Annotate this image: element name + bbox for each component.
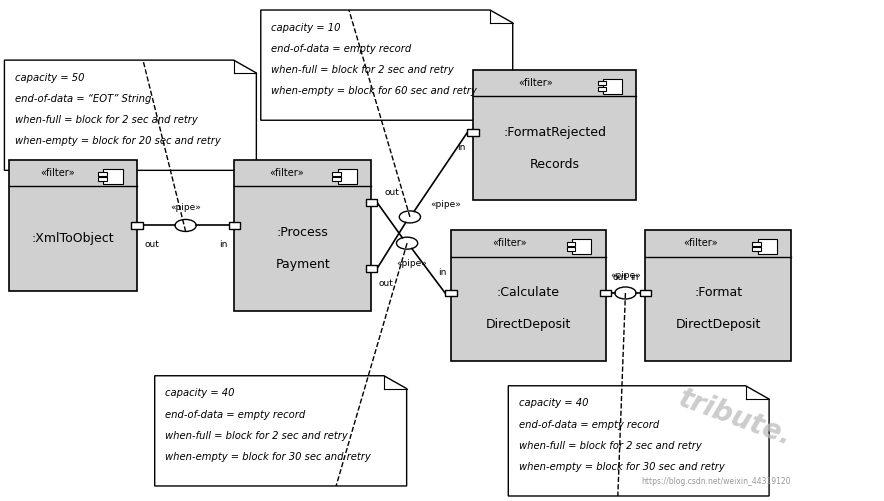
Text: in: in xyxy=(630,274,638,283)
Text: when-empty = block for 30 sec and retry: when-empty = block for 30 sec and retry xyxy=(165,452,371,462)
FancyBboxPatch shape xyxy=(9,160,137,291)
Text: :FormatRejected: :FormatRejected xyxy=(503,126,606,138)
FancyBboxPatch shape xyxy=(640,290,651,296)
FancyBboxPatch shape xyxy=(645,230,791,361)
FancyBboxPatch shape xyxy=(366,266,377,272)
FancyBboxPatch shape xyxy=(603,79,622,94)
FancyBboxPatch shape xyxy=(567,241,575,245)
FancyBboxPatch shape xyxy=(567,247,575,252)
Text: out: out xyxy=(144,240,159,249)
FancyBboxPatch shape xyxy=(752,247,761,252)
Text: when-full = block for 2 sec and retry: when-full = block for 2 sec and retry xyxy=(165,431,348,441)
Polygon shape xyxy=(4,60,256,170)
FancyBboxPatch shape xyxy=(131,222,143,228)
FancyBboxPatch shape xyxy=(103,169,123,184)
Text: when-full = block for 2 sec and retry: when-full = block for 2 sec and retry xyxy=(519,441,702,451)
Text: «pipe»: «pipe» xyxy=(610,271,641,280)
Text: «filter»: «filter» xyxy=(492,238,527,248)
FancyBboxPatch shape xyxy=(752,241,761,245)
Text: capacity = 50: capacity = 50 xyxy=(15,73,85,83)
Text: out: out xyxy=(613,274,628,283)
Text: :Format: :Format xyxy=(694,286,743,299)
FancyBboxPatch shape xyxy=(758,239,777,254)
Text: «pipe»: «pipe» xyxy=(396,259,427,268)
Text: «filter»: «filter» xyxy=(683,238,718,248)
FancyBboxPatch shape xyxy=(473,70,636,200)
Text: :XmlToObject: :XmlToObject xyxy=(32,232,114,245)
Text: DirectDeposit: DirectDeposit xyxy=(675,319,761,331)
Text: end-of-data = “EOT” String: end-of-data = “EOT” String xyxy=(15,94,151,104)
Text: end-of-data = empty record: end-of-data = empty record xyxy=(271,44,412,54)
Text: in: in xyxy=(458,143,466,152)
Text: in: in xyxy=(438,269,446,278)
Text: out: out xyxy=(385,188,400,197)
Text: «filter»: «filter» xyxy=(518,78,552,88)
FancyBboxPatch shape xyxy=(228,222,240,228)
FancyBboxPatch shape xyxy=(98,172,107,176)
Text: :Process: :Process xyxy=(277,226,329,238)
Text: capacity = 10: capacity = 10 xyxy=(271,23,341,33)
FancyBboxPatch shape xyxy=(446,290,457,296)
Text: https://blog.csdn.net/weixin_44319120: https://blog.csdn.net/weixin_44319120 xyxy=(642,477,791,486)
FancyBboxPatch shape xyxy=(598,87,606,91)
Text: when-empty = block for 60 sec and retry: when-empty = block for 60 sec and retry xyxy=(271,86,477,96)
Text: capacity = 40: capacity = 40 xyxy=(165,388,235,398)
Text: Payment: Payment xyxy=(276,259,330,271)
FancyBboxPatch shape xyxy=(572,239,591,254)
Text: tribute.: tribute. xyxy=(674,384,796,451)
Text: :Calculate: :Calculate xyxy=(497,286,560,299)
Polygon shape xyxy=(261,10,513,120)
FancyBboxPatch shape xyxy=(332,177,341,181)
FancyBboxPatch shape xyxy=(332,172,341,176)
Text: «pipe»: «pipe» xyxy=(171,203,201,212)
FancyBboxPatch shape xyxy=(338,169,357,184)
FancyBboxPatch shape xyxy=(468,129,479,136)
Text: DirectDeposit: DirectDeposit xyxy=(485,319,571,331)
Text: when-empty = block for 20 sec and retry: when-empty = block for 20 sec and retry xyxy=(15,136,221,146)
FancyBboxPatch shape xyxy=(98,177,107,181)
Text: when-empty = block for 30 sec and retry: when-empty = block for 30 sec and retry xyxy=(519,462,725,472)
Text: end-of-data = empty record: end-of-data = empty record xyxy=(165,409,306,419)
Text: end-of-data = empty record: end-of-data = empty record xyxy=(519,419,659,429)
FancyBboxPatch shape xyxy=(599,290,612,296)
Text: when-full = block for 2 sec and retry: when-full = block for 2 sec and retry xyxy=(15,115,198,125)
Text: «pipe»: «pipe» xyxy=(430,200,461,209)
Text: when-full = block for 2 sec and retry: when-full = block for 2 sec and retry xyxy=(271,65,454,75)
FancyBboxPatch shape xyxy=(234,160,371,311)
FancyBboxPatch shape xyxy=(598,82,606,86)
Text: out: out xyxy=(378,279,393,288)
Text: «filter»: «filter» xyxy=(269,168,303,178)
Polygon shape xyxy=(155,376,407,486)
Text: Records: Records xyxy=(530,158,580,171)
Text: «filter»: «filter» xyxy=(41,168,75,178)
Text: capacity = 40: capacity = 40 xyxy=(519,398,589,408)
Text: in: in xyxy=(219,240,227,249)
Polygon shape xyxy=(508,386,769,496)
FancyBboxPatch shape xyxy=(451,230,606,361)
FancyBboxPatch shape xyxy=(366,199,377,206)
